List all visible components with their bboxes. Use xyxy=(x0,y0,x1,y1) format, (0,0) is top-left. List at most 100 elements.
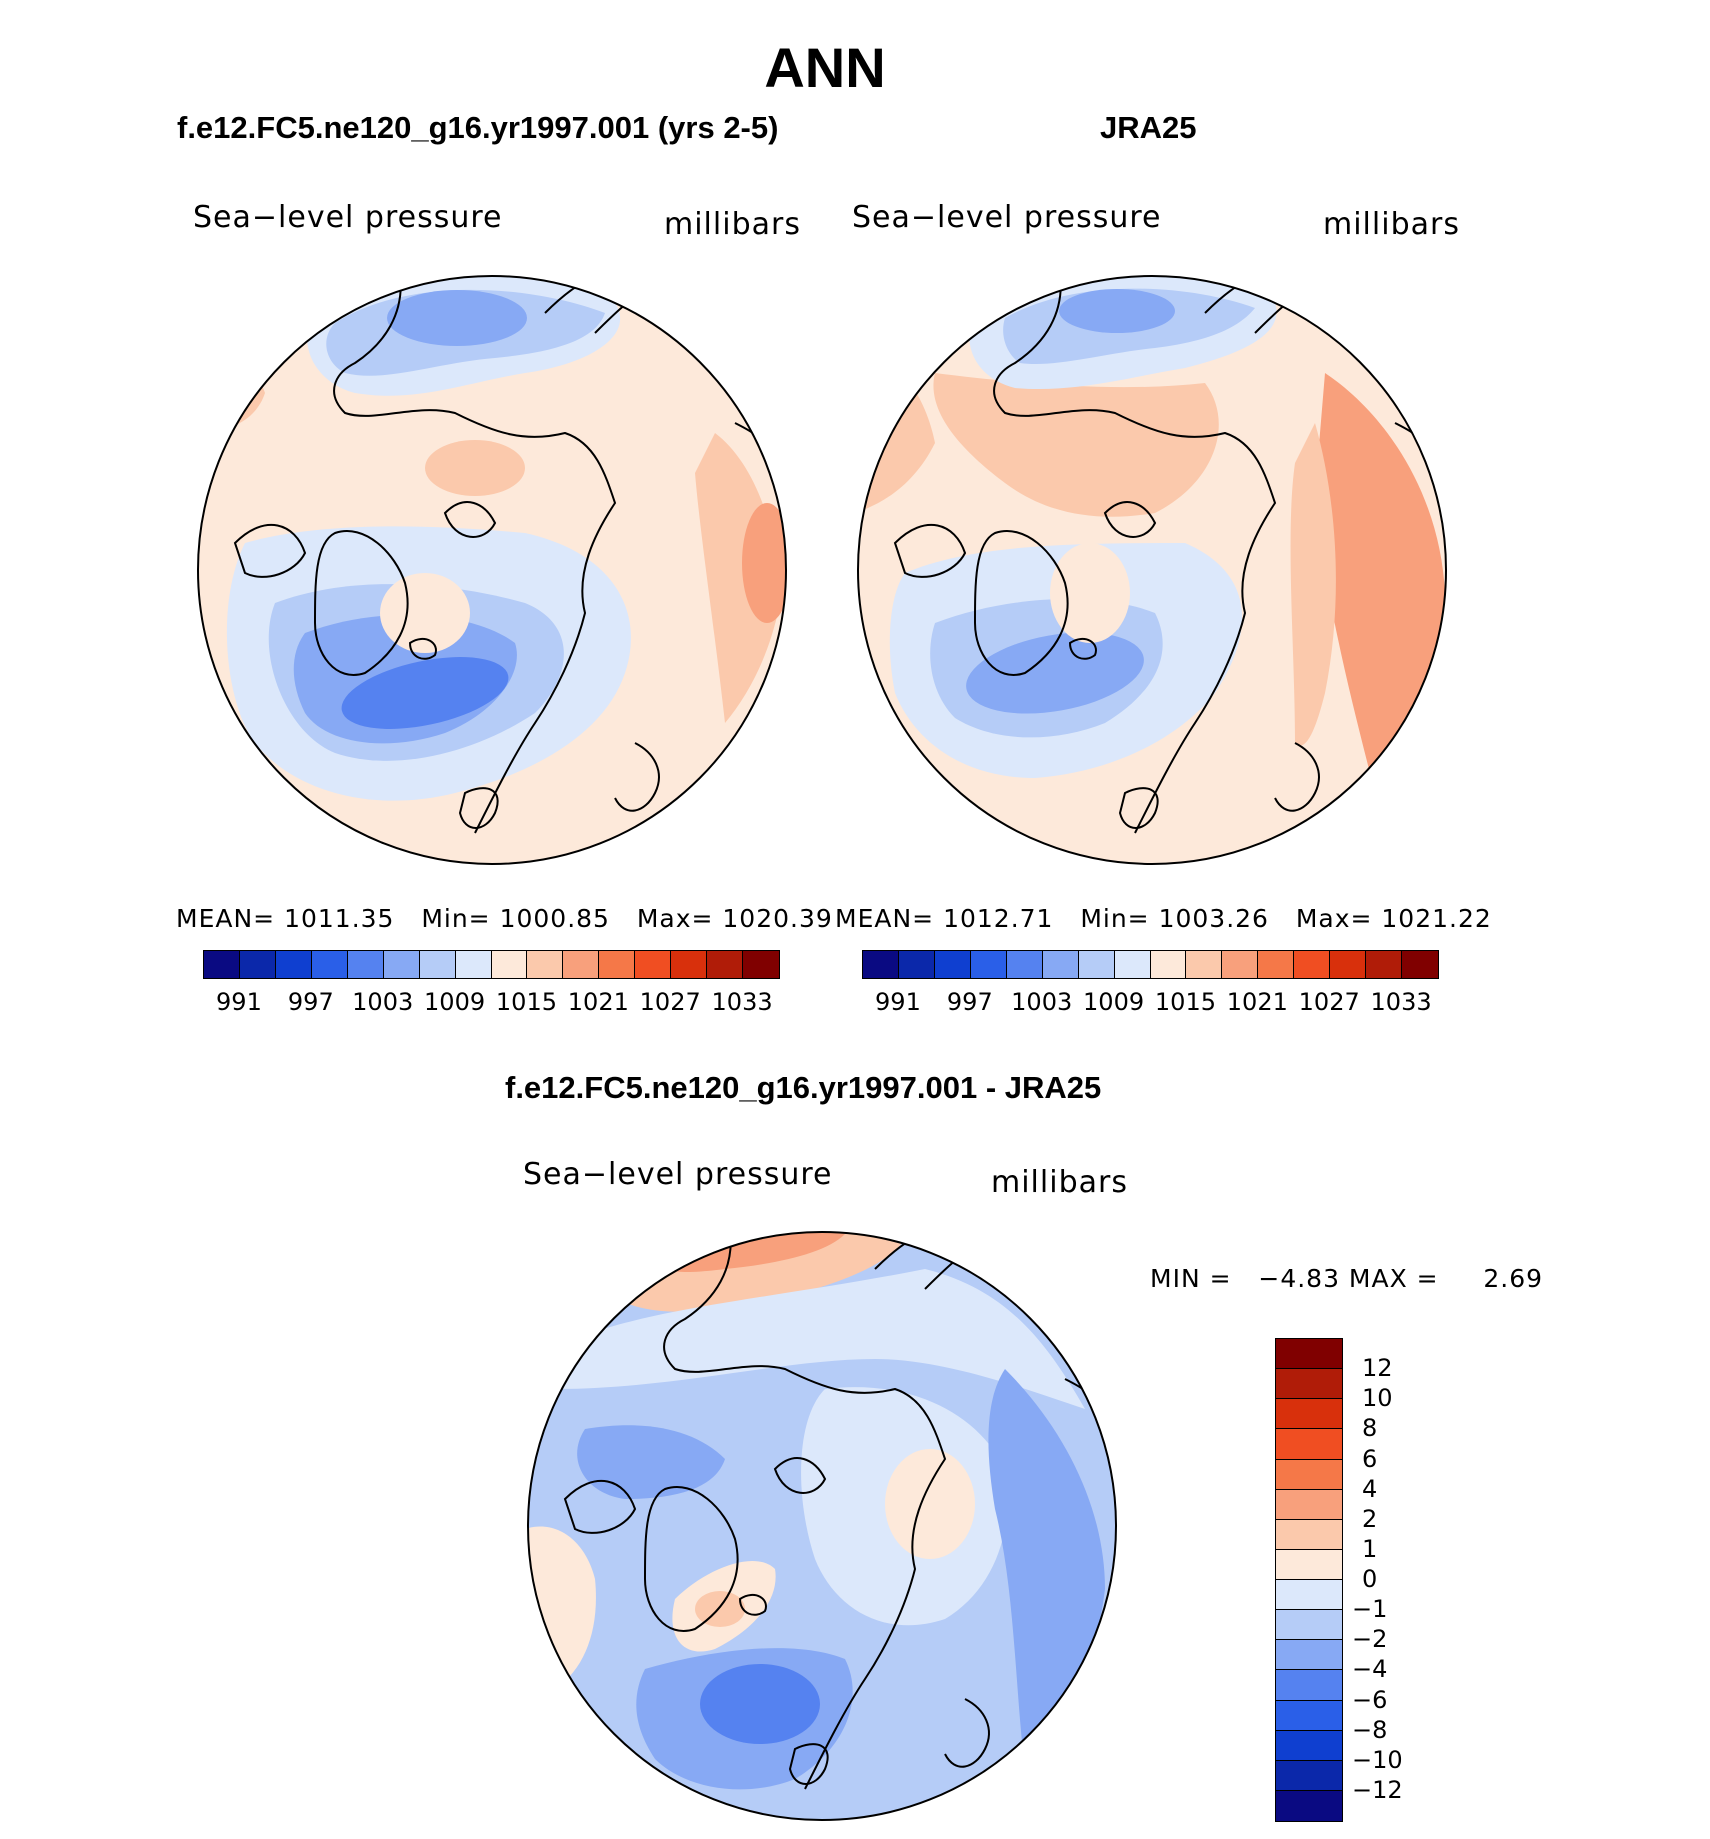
left-icelandic-low xyxy=(341,657,509,729)
colorbar-tick-label: 1021 xyxy=(567,988,629,1016)
left-panel-title: f.e12.FC5.ne120_g16.yr1997.001 (yrs 2-5) xyxy=(177,110,779,145)
colorbar-box xyxy=(1114,951,1151,978)
colorbar-tick-label: 1033 xyxy=(711,988,773,1016)
colorbar-box xyxy=(671,951,708,978)
right-east-high xyxy=(1315,373,1445,793)
colorbar-tick-label: 12 xyxy=(1362,1354,1393,1383)
colorbar-box xyxy=(1276,1610,1342,1641)
colorbar-tick-label: 1003 xyxy=(352,988,414,1016)
colorbar-box xyxy=(1258,951,1295,978)
colorbar-box xyxy=(863,951,899,978)
colorbar-box xyxy=(275,951,312,978)
colorbar-box xyxy=(1222,951,1259,978)
colorbar-box xyxy=(204,951,240,978)
left-greenland-high xyxy=(380,573,470,653)
colorbar-tick-label: 1009 xyxy=(424,988,486,1016)
diff-central-positive xyxy=(885,1449,975,1559)
colorbar-box xyxy=(1150,951,1187,978)
right-aleutian-low xyxy=(1059,289,1175,333)
left-stats: MEAN= 1011.35 Min= 1000.85 Max= 1020.39 xyxy=(176,904,833,933)
colorbar-box xyxy=(1276,1670,1342,1701)
colorbar-box xyxy=(1276,1399,1342,1430)
colorbar-box xyxy=(563,951,600,978)
colorbar-tick-label: −2 xyxy=(1352,1625,1388,1654)
colorbar-box xyxy=(383,951,420,978)
diff-units-label: millibars xyxy=(991,1165,1128,1200)
left-polar-map xyxy=(197,275,787,865)
right-panel-title: JRA25 xyxy=(1100,110,1197,145)
colorbar-tick-label: 1009 xyxy=(1083,988,1145,1016)
left-aleutian-low xyxy=(387,290,527,346)
diff-greenland-core xyxy=(695,1591,745,1627)
colorbar-box xyxy=(898,951,935,978)
right-east-high-light xyxy=(1290,423,1336,746)
colorbar-box xyxy=(527,951,564,978)
diff-polar-map xyxy=(527,1231,1117,1821)
colorbar-tick-label: −6 xyxy=(1352,1685,1388,1714)
colorbar-box xyxy=(1078,951,1115,978)
colorbar-box xyxy=(1276,1519,1342,1550)
colorbar-box xyxy=(1006,951,1043,978)
colorbar-box xyxy=(1276,1489,1342,1520)
colorbar-tick-label: 991 xyxy=(216,988,262,1016)
diff-variable-label: Sea−level pressure xyxy=(523,1157,833,1192)
right-greenland-high xyxy=(1050,543,1130,643)
colorbar-tick-label: 4 xyxy=(1362,1474,1378,1503)
colorbar-tick-label: 991 xyxy=(875,988,921,1016)
diff-west-band xyxy=(577,1425,725,1499)
colorbar-tick-label: 997 xyxy=(287,988,334,1016)
colorbar-tick-label: 1015 xyxy=(495,988,557,1016)
left-east-high-core xyxy=(742,503,786,623)
colorbar-box xyxy=(707,951,744,978)
colorbar-tick-label: 1033 xyxy=(1370,988,1432,1016)
colorbar-box xyxy=(1276,1790,1342,1821)
right-colorbar-ticks: 991 997 1003 1009 1015 1021 1027 1033 xyxy=(862,988,1437,1018)
colorbar-box xyxy=(599,951,636,978)
colorbar-box xyxy=(934,951,971,978)
right-units-label: millibars xyxy=(1323,207,1460,242)
diff-map-border xyxy=(527,1231,1117,1821)
right-siberian-high xyxy=(933,373,1219,517)
left-variable-label: Sea−level pressure xyxy=(193,200,503,235)
colorbar-tick-label: −12 xyxy=(1352,1775,1403,1804)
colorbar-box xyxy=(347,951,384,978)
colorbar-box xyxy=(239,951,276,978)
colorbar-tick-label: 2 xyxy=(1362,1504,1378,1533)
colorbar-tick-label: −1 xyxy=(1352,1595,1388,1624)
colorbar-box xyxy=(1276,1549,1342,1580)
colorbar-box xyxy=(311,951,348,978)
colorbar-tick-label: −10 xyxy=(1352,1745,1403,1774)
diff-minmax: MIN = −4.83 MAX = 2.69 xyxy=(1150,1264,1544,1293)
colorbar-tick-label: 997 xyxy=(946,988,993,1016)
right-stats: MEAN= 1012.71 Min= 1003.26 Max= 1021.22 xyxy=(835,904,1492,933)
left-map-border xyxy=(197,275,787,865)
colorbar-box xyxy=(1276,1369,1342,1400)
colorbar-box xyxy=(743,951,779,978)
right-icelandic-low xyxy=(966,632,1144,714)
colorbar-tick-label: 0 xyxy=(1362,1565,1378,1593)
colorbar-tick-label: 1015 xyxy=(1154,988,1216,1016)
diff-atlantic-deep-neg xyxy=(700,1664,820,1744)
colorbar-box xyxy=(970,951,1007,978)
left-colorbar xyxy=(203,950,780,979)
left-units-label: millibars xyxy=(664,207,801,242)
colorbar-tick-label: 1027 xyxy=(1298,988,1360,1016)
colorbar-box xyxy=(1276,1760,1342,1791)
colorbar-tick-label: −4 xyxy=(1352,1655,1388,1684)
colorbar-box xyxy=(419,951,456,978)
colorbar-box xyxy=(1276,1730,1342,1761)
colorbar-box xyxy=(635,951,672,978)
colorbar-tick-label: 6 xyxy=(1362,1444,1378,1473)
colorbar-box xyxy=(1276,1640,1342,1671)
colorbar-box xyxy=(1042,951,1079,978)
diff-colorbar-ticks: 12 10 8 6 4 2 1 0 −1 −2 −4 −6 −8 −10 −12 xyxy=(1352,1338,1472,1820)
right-map-border xyxy=(857,275,1447,865)
colorbar-tick-label: 1027 xyxy=(639,988,701,1016)
colorbar-tick-label: 1 xyxy=(1362,1534,1378,1563)
main-title: ANN xyxy=(764,36,886,99)
colorbar-tick-label: 1021 xyxy=(1226,988,1288,1016)
colorbar-box xyxy=(1366,951,1403,978)
left-east-high xyxy=(695,433,780,723)
right-colorbar xyxy=(862,950,1439,979)
colorbar-tick-label: 10 xyxy=(1362,1384,1393,1413)
